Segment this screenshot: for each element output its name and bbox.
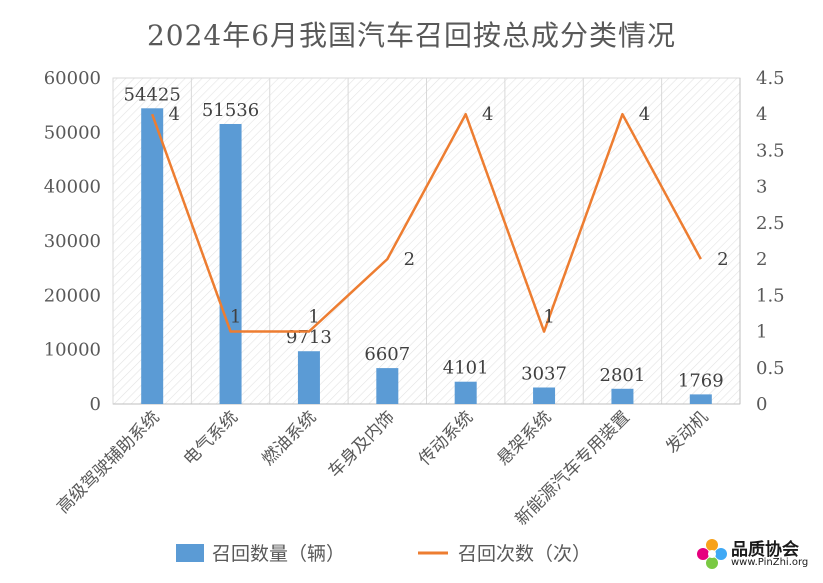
watermark-name: 品质协会 (731, 540, 799, 560)
watermark-logo: 品质协会 www.PinZhi.org (695, 533, 815, 577)
bar (454, 381, 477, 404)
x-tick-label: 燃油系统 (258, 407, 320, 469)
bar (689, 394, 712, 404)
y-right-tick-label: 0 (756, 394, 767, 415)
x-tick-label: 电气系统 (180, 407, 242, 469)
y-left-tick-label: 60000 (44, 68, 101, 89)
flower-logo-icon (697, 539, 727, 569)
x-tick-label: 车身及内饰 (325, 407, 399, 481)
y-right-tick-label: 0.5 (756, 358, 785, 379)
bar (376, 368, 399, 404)
bar (141, 108, 164, 404)
bar-data-label: 54425 (124, 84, 181, 105)
bar-data-label: 6607 (364, 344, 410, 365)
legend-line-label: 召回次数（次） (458, 543, 591, 565)
line-series (151, 112, 702, 333)
chart-title: 2024年6月我国汽车召回按总成分类情况 (146, 19, 677, 52)
y-left-tick-label: 50000 (44, 122, 101, 143)
bar-data-label: 1769 (678, 370, 724, 391)
y-right-tick-label: 4 (756, 104, 767, 125)
line-data-label: 1 (230, 307, 241, 328)
bar-data-label: 3037 (521, 363, 567, 384)
x-tick-label: 悬架系统 (493, 407, 555, 469)
x-tick-label: 高级驾驶辅助系统 (53, 407, 163, 517)
bar (611, 388, 634, 404)
x-tick-label: 发动机 (662, 407, 712, 457)
x-tick-label: 传动系统 (415, 407, 477, 469)
legend-bar-swatch (176, 544, 204, 562)
y-left-tick-label: 30000 (44, 231, 101, 252)
line-data-label: 2 (717, 249, 728, 270)
line-data-label: 4 (168, 104, 179, 125)
line-data-label: 4 (482, 104, 493, 125)
y-left-tick-label: 10000 (44, 340, 101, 361)
y-right-tick-label: 1 (756, 322, 767, 343)
y-right-tick-label: 2.5 (756, 213, 785, 234)
y-right-tick-label: 4.5 (756, 68, 785, 89)
y-right-tick-label: 3.5 (756, 140, 785, 161)
bar (297, 351, 320, 404)
y-right-tick-label: 1.5 (756, 285, 785, 306)
line-data-label: 2 (404, 249, 415, 270)
bar-data-label: 2801 (600, 365, 646, 386)
bar-data-label: 51536 (202, 100, 259, 121)
y-right-tick-label: 3 (756, 177, 767, 198)
y-left-tick-label: 20000 (44, 285, 101, 306)
y-left-tick-label: 0 (90, 394, 101, 415)
legend-bar-label: 召回数量（辆） (212, 543, 345, 565)
line-data-label: 1 (308, 307, 319, 328)
y-right-tick-label: 2 (756, 249, 767, 270)
line-data-label: 4 (639, 104, 650, 125)
bar (219, 123, 242, 404)
bar-data-label: 4101 (443, 358, 489, 379)
bar (533, 387, 556, 404)
watermark-url: www.PinZhi.org (731, 557, 809, 568)
y-left-tick-label: 40000 (44, 177, 101, 198)
line-data-label: 1 (543, 307, 554, 328)
